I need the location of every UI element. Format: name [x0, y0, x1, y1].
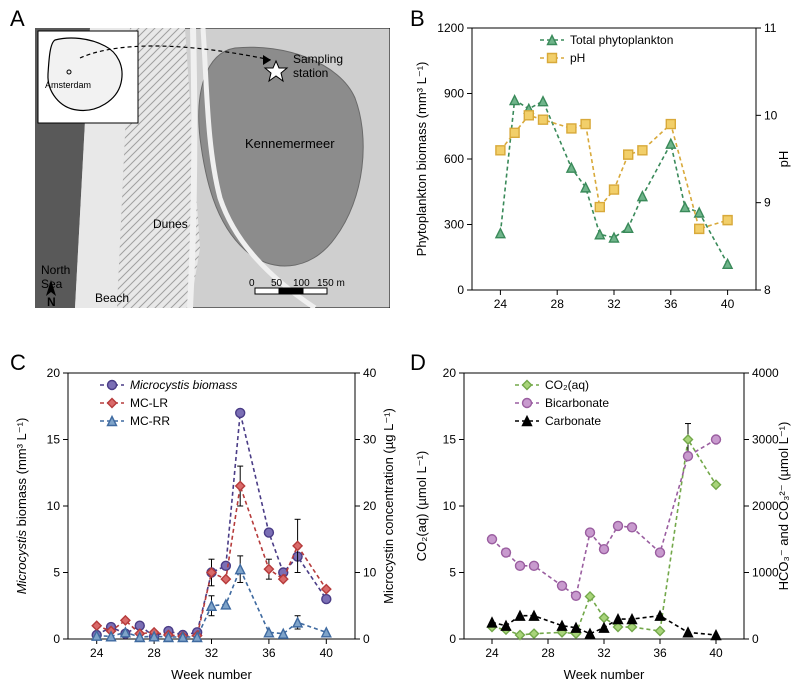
- svg-text:0: 0: [363, 632, 370, 646]
- svg-text:150 m: 150 m: [317, 278, 345, 289]
- svg-text:24: 24: [494, 297, 508, 311]
- svg-text:30: 30: [363, 433, 377, 447]
- svg-text:Week number: Week number: [564, 667, 645, 682]
- dunes-label: Dunes: [153, 217, 188, 231]
- panel-label-A: A: [10, 6, 25, 32]
- svg-text:Phytoplankton biomass (mm³ L⁻¹: Phytoplankton biomass (mm³ L⁻¹): [414, 62, 429, 257]
- svg-text:0: 0: [449, 632, 456, 646]
- panel-B-chart: 24 28 32 36 40 0 300 600 900 1200 Phytoplankton bi…: [410, 10, 800, 320]
- svg-text:Carbonate: Carbonate: [545, 414, 601, 428]
- svg-text:Bicarbonate: Bicarbonate: [545, 396, 609, 410]
- svg-text:Microcystis biomass: Microcystis biomass: [130, 378, 237, 392]
- panel-A-map: Sampling station Kennemermeer Dunes Beac…: [35, 28, 390, 308]
- sampling-station-label2: station: [293, 66, 328, 80]
- svg-text:11: 11: [764, 21, 777, 35]
- svg-text:5: 5: [449, 566, 456, 580]
- svg-text:Microcystin concentration (µg: Microcystin concentration (µg L⁻¹): [381, 408, 396, 604]
- svg-text:0: 0: [53, 632, 60, 646]
- panel-D-chart: 24 28 32 36 40 Week number 0 5 10 15 20 CO₂(aq) (µm…: [410, 355, 800, 685]
- svg-text:5: 5: [53, 566, 60, 580]
- svg-text:CO₂(aq) (µmol L⁻¹): CO₂(aq) (µmol L⁻¹): [414, 451, 429, 561]
- svg-text:Total phytoplankton: Total phytoplankton: [570, 33, 673, 47]
- svg-text:CO₂(aq): CO₂(aq): [545, 378, 589, 392]
- svg-text:32: 32: [607, 297, 621, 311]
- svg-text:100: 100: [293, 278, 310, 289]
- beach-label: Beach: [95, 291, 129, 305]
- lake-label: Kennemermeer: [245, 136, 335, 151]
- svg-text:10: 10: [764, 108, 778, 122]
- svg-text:20: 20: [443, 366, 457, 380]
- svg-text:32: 32: [597, 646, 611, 660]
- svg-text:pH: pH: [570, 51, 585, 65]
- svg-text:HCO₃⁻ and CO₃²⁻ (µmol L⁻¹): HCO₃⁻ and CO₃²⁻ (µmol L⁻¹): [776, 422, 791, 591]
- figure-root: A Sampling: [0, 0, 805, 695]
- svg-text:N: N: [47, 295, 56, 308]
- panel-C-chart: 24 28 32 36 40 Week number 0 5 10 15 20 Microcystis…: [10, 355, 405, 685]
- svg-text:Amsterdam: Amsterdam: [45, 80, 91, 90]
- svg-text:20: 20: [363, 499, 377, 513]
- svg-text:40: 40: [709, 646, 723, 660]
- svg-text:28: 28: [147, 646, 161, 660]
- svg-text:1200: 1200: [437, 21, 464, 35]
- svg-text:36: 36: [664, 297, 678, 311]
- svg-text:0: 0: [752, 632, 759, 646]
- svg-text:40: 40: [721, 297, 735, 311]
- svg-text:Week number: Week number: [171, 667, 252, 682]
- svg-text:300: 300: [444, 218, 464, 232]
- svg-text:1000: 1000: [752, 566, 779, 580]
- svg-text:32: 32: [205, 646, 219, 660]
- svg-text:24: 24: [90, 646, 104, 660]
- svg-text:600: 600: [444, 152, 464, 166]
- svg-text:36: 36: [653, 646, 667, 660]
- svg-text:8: 8: [764, 283, 771, 297]
- svg-text:20: 20: [47, 366, 61, 380]
- svg-text:pH: pH: [776, 151, 791, 168]
- svg-text:10: 10: [443, 499, 457, 513]
- svg-text:3000: 3000: [752, 433, 779, 447]
- svg-text:MC-RR: MC-RR: [130, 414, 170, 428]
- svg-text:28: 28: [551, 297, 565, 311]
- svg-text:4000: 4000: [752, 366, 779, 380]
- svg-text:15: 15: [443, 433, 457, 447]
- svg-text:28: 28: [541, 646, 555, 660]
- svg-text:50: 50: [271, 278, 283, 289]
- svg-text:40: 40: [363, 366, 377, 380]
- svg-text:MC-LR: MC-LR: [130, 396, 168, 410]
- sampling-station-label: Sampling: [293, 52, 343, 66]
- svg-text:36: 36: [262, 646, 276, 660]
- svg-text:40: 40: [320, 646, 334, 660]
- svg-text:2000: 2000: [752, 499, 779, 513]
- svg-text:15: 15: [47, 433, 61, 447]
- svg-text:0: 0: [457, 283, 464, 297]
- svg-text:9: 9: [764, 196, 771, 210]
- svg-text:0: 0: [249, 278, 255, 289]
- sea-label-1: North: [41, 263, 70, 277]
- svg-text:Microcystis biomass (mm³ L⁻¹): Microcystis biomass (mm³ L⁻¹): [14, 418, 29, 595]
- svg-text:10: 10: [363, 566, 377, 580]
- svg-text:900: 900: [444, 87, 464, 101]
- svg-text:24: 24: [485, 646, 499, 660]
- svg-text:10: 10: [47, 499, 61, 513]
